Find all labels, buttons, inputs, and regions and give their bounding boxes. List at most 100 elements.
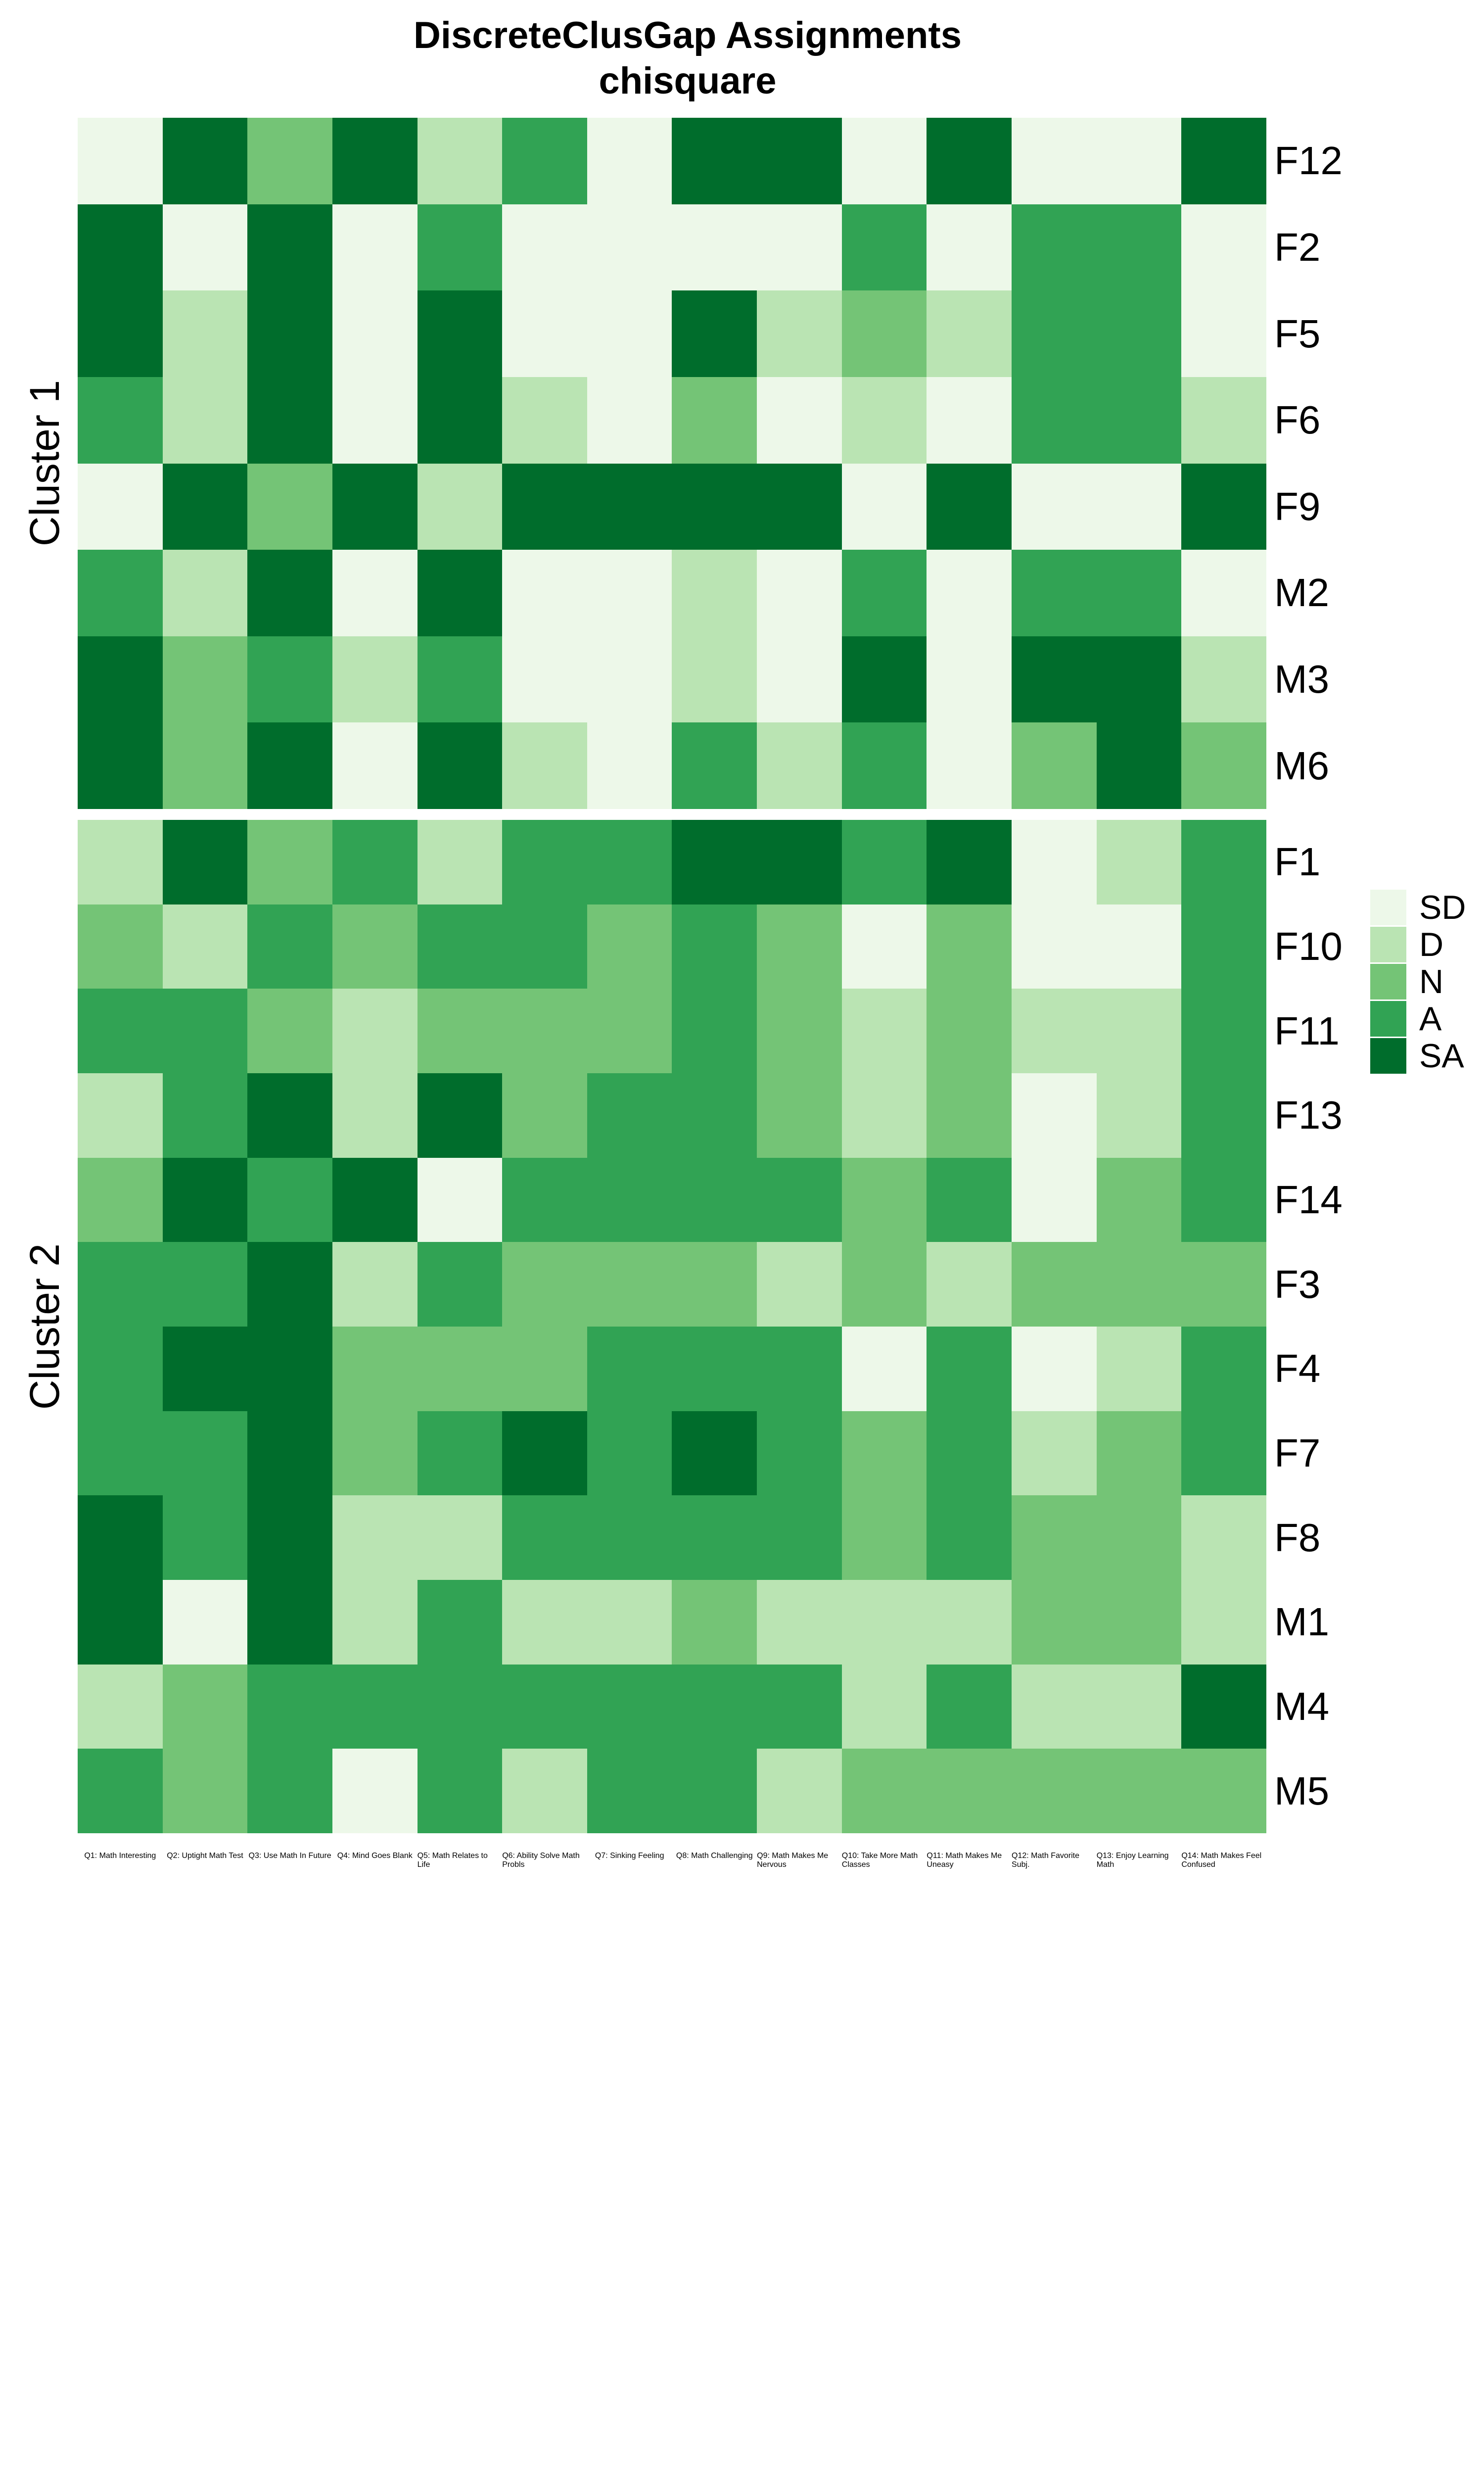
heatmap-cell [417, 1073, 503, 1158]
heatmap-cell [1181, 1073, 1266, 1158]
x-axis-label: Q11: Math Makes Me Uneasy [927, 1852, 1002, 1869]
heatmap-cell [78, 550, 163, 636]
heatmap-cell [78, 820, 163, 904]
heatmap-cell [587, 118, 672, 204]
heatmap-cell [162, 550, 248, 636]
heatmap-cell [502, 377, 587, 464]
heatmap-cell [247, 636, 332, 723]
heatmap-cell [1012, 1664, 1097, 1749]
row-label-M3: M3 [1274, 657, 1330, 702]
heatmap-cell [78, 1411, 163, 1496]
heatmap-cell [672, 1157, 757, 1242]
heatmap-cell [757, 1495, 842, 1580]
heatmap-cell [841, 1664, 927, 1749]
heatmap-cell [417, 463, 503, 550]
heatmap-cell [502, 636, 587, 723]
row-label-F11: F11 [1274, 1008, 1340, 1053]
heatmap-cell [927, 377, 1012, 464]
heatmap-cell [332, 636, 417, 723]
heatmap-cell [1096, 1495, 1182, 1580]
heatmap-cell [927, 1749, 1012, 1834]
heatmap-cell [927, 1073, 1012, 1158]
heatmap-cell [757, 550, 842, 636]
heatmap-cell [1096, 1073, 1182, 1158]
heatmap-cell [1012, 1495, 1097, 1580]
heatmap-cell [927, 463, 1012, 550]
heatmap-cell [757, 636, 842, 723]
row-label-F6: F6 [1274, 398, 1321, 442]
heatmap-cell [841, 820, 927, 904]
heatmap-cell [927, 550, 1012, 636]
heatmap-cell [927, 989, 1012, 1074]
x-axis-label: Q5: Math Relates to Life [417, 1852, 488, 1869]
heatmap-cell [417, 1580, 503, 1665]
heatmap-cell [417, 989, 503, 1074]
heatmap-cell [502, 463, 587, 550]
heatmap-cell [1012, 1242, 1097, 1327]
heatmap-cell [587, 1157, 672, 1242]
heatmap-cell [417, 1242, 503, 1327]
legend-label-SA: SA [1419, 1037, 1464, 1075]
heatmap-cell [332, 989, 417, 1074]
heatmap-cell [332, 1580, 417, 1665]
heatmap-cell [247, 1580, 332, 1665]
heatmap-cell [162, 377, 248, 464]
heatmap-cell [672, 550, 757, 636]
heatmap-cell [247, 377, 332, 464]
heatmap-row-F11: F11 [78, 989, 1340, 1074]
heatmap-cell [1181, 118, 1266, 204]
heatmap-cell [1012, 204, 1097, 291]
heatmap-row-F3: F3 [78, 1242, 1320, 1327]
heatmap-cell [332, 377, 417, 464]
legend-label-SD: SD [1419, 889, 1466, 926]
heatmap-cell [502, 820, 587, 904]
legend-swatch-SD [1370, 890, 1406, 925]
heatmap-cell [247, 820, 332, 904]
heatmap-cell [332, 820, 417, 904]
heatmap-cell [247, 118, 332, 204]
heatmap-cell [1012, 1749, 1097, 1834]
heatmap-cell [927, 1327, 1012, 1411]
heatmap-cell [247, 1664, 332, 1749]
heatmap-cell [672, 989, 757, 1074]
heatmap-cell [1181, 636, 1266, 723]
legend-entry-D: D [1370, 927, 1466, 962]
heatmap-row-F12: F12 [78, 118, 1343, 204]
heatmap-row-M2: M2 [78, 550, 1329, 636]
heatmap-cell [672, 1327, 757, 1411]
heatmap-cell [332, 550, 417, 636]
heatmap-cell [247, 204, 332, 291]
heatmap-cell [162, 820, 248, 904]
x-axis-label-item: Q8: Math Challenging [672, 1852, 757, 1860]
heatmap-cell [927, 722, 1012, 809]
heatmap-cell [502, 1580, 587, 1665]
heatmap-cell [1096, 1580, 1182, 1665]
heatmap-row-F2: F2 [78, 204, 1320, 291]
heatmap-cell [1012, 463, 1097, 550]
x-axis-label-item: Q6: Ability Solve Math Probls [502, 1852, 587, 1869]
heatmap-cell [1181, 820, 1266, 904]
heatmap-cell [841, 463, 927, 550]
heatmap-cell [587, 989, 672, 1074]
row-label-F9: F9 [1274, 484, 1321, 528]
heatmap-cell [757, 1749, 842, 1834]
heatmap-cell [1181, 1664, 1266, 1749]
heatmap-cell [1096, 377, 1182, 464]
heatmap-cell [247, 1327, 332, 1411]
heatmap-cell [502, 1749, 587, 1834]
row-label-F4: F4 [1274, 1346, 1321, 1391]
heatmap-cell [162, 722, 248, 809]
heatmap-cell [332, 1157, 417, 1242]
heatmap-cell [672, 118, 757, 204]
legend-label-A: A [1419, 1000, 1442, 1038]
heatmap-plot: F12 F2 F5 F6 F9 M2 M3 M6 F1 F10 F11 F13 F14 F3 F4 F7 F8… [78, 118, 1343, 1834]
x-axis-label: Q1: Math Interesting [84, 1852, 156, 1860]
row-label-F13: F13 [1274, 1093, 1343, 1138]
heatmap-cell [1181, 722, 1266, 809]
heatmap-cell [1181, 1580, 1266, 1665]
heatmap-cell [757, 989, 842, 1074]
heatmap-cell [672, 290, 757, 377]
heatmap-cell [502, 1495, 587, 1580]
heatmap-cell [1012, 989, 1097, 1074]
heatmap-cell [672, 463, 757, 550]
